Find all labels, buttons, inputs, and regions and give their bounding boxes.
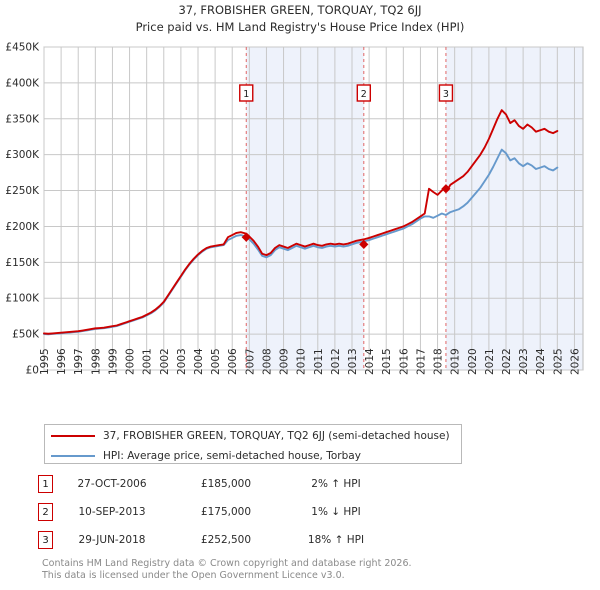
svg-text:2010: 2010: [296, 348, 308, 375]
footer-attribution: Contains HM Land Registry data © Crown c…: [42, 558, 562, 581]
svg-text:£450K: £450K: [5, 42, 40, 54]
svg-text:2018: 2018: [433, 348, 445, 375]
svg-text:1998: 1998: [90, 348, 102, 375]
svg-text:2019: 2019: [450, 348, 462, 375]
legend-color-swatch-hpi: [51, 454, 95, 457]
page-subtitle: Price paid vs. HM Land Registry's House …: [135, 20, 465, 34]
footer-line-copyright: Contains HM Land Registry data © Crown c…: [42, 558, 412, 569]
table-row: 3 29-JUN-2018 £252,500 18% ↑ HPI: [38, 526, 458, 554]
chart-legend: 37, FROBISHER GREEN, TORQUAY, TQ2 6JJ (s…: [44, 424, 462, 464]
svg-text:2012: 2012: [330, 348, 342, 375]
transaction-badge-2: 2: [38, 503, 53, 521]
svg-text:£200K: £200K: [5, 221, 40, 233]
transaction-date-2: 10-SEP-2013: [78, 506, 146, 518]
transaction-hpi-delta-1: 2% ↑ HPI: [311, 478, 361, 490]
svg-text:1: 1: [243, 89, 249, 100]
svg-text:2016: 2016: [398, 348, 410, 375]
svg-text:2014: 2014: [364, 348, 376, 375]
svg-text:£50K: £50K: [12, 329, 40, 341]
chart-plot-area: £0 £50K £100K £150K £200K £250K £300K £350K £400…: [5, 42, 584, 377]
transaction-price-1: £185,000: [200, 478, 252, 490]
svg-text:£400K: £400K: [5, 77, 40, 89]
title-block: 37, FROBISHER GREEN, TORQUAY, TQ2 6JJ Pr…: [0, 2, 600, 36]
svg-text:1996: 1996: [56, 348, 68, 375]
svg-text:2020: 2020: [467, 348, 479, 375]
svg-text:1999: 1999: [107, 348, 119, 375]
svg-text:2026: 2026: [569, 348, 581, 375]
table-row: 1 27-OCT-2006 £185,000 2% ↑ HPI: [38, 470, 458, 498]
legend-label-hpi: HPI: Average price, semi-detached house,…: [103, 449, 361, 462]
legend-item-property: 37, FROBISHER GREEN, TORQUAY, TQ2 6JJ (s…: [45, 426, 461, 445]
svg-text:£300K: £300K: [5, 149, 40, 161]
svg-text:2015: 2015: [381, 348, 393, 375]
svg-text:£250K: £250K: [5, 185, 40, 197]
transaction-date-3: 29-JUN-2018: [78, 534, 146, 546]
svg-text:1997: 1997: [73, 348, 85, 375]
transactions-table: 1 27-OCT-2006 £185,000 2% ↑ HPI 2 10-SEP…: [38, 470, 458, 554]
svg-text:2001: 2001: [142, 348, 154, 375]
transaction-price-2: £175,000: [200, 506, 252, 518]
svg-text:£0: £0: [26, 365, 39, 377]
transaction-hpi-delta-3: 18% ↑ HPI: [307, 534, 365, 546]
legend-item-hpi: HPI: Average price, semi-detached house,…: [45, 446, 461, 465]
svg-text:2000: 2000: [125, 348, 137, 375]
svg-text:3: 3: [443, 89, 449, 100]
svg-text:2003: 2003: [176, 348, 188, 375]
table-row: 2 10-SEP-2013 £175,000 1% ↓ HPI: [38, 498, 458, 526]
svg-text:2006: 2006: [227, 348, 239, 375]
legend-label-property: 37, FROBISHER GREEN, TORQUAY, TQ2 6JJ (s…: [103, 429, 450, 442]
svg-text:£350K: £350K: [5, 113, 40, 125]
svg-text:2011: 2011: [313, 348, 325, 375]
transaction-price-3: £252,500: [200, 534, 252, 546]
svg-text:2024: 2024: [535, 348, 547, 375]
footer-line-licence: This data is licensed under the Open Gov…: [42, 569, 345, 581]
svg-text:2004: 2004: [193, 348, 205, 375]
svg-text:2023: 2023: [518, 348, 530, 375]
svg-text:£100K: £100K: [5, 293, 40, 305]
svg-text:2013: 2013: [347, 348, 359, 375]
transaction-hpi-delta-2: 1% ↓ HPI: [311, 506, 361, 518]
svg-text:2005: 2005: [210, 348, 222, 375]
svg-text:2008: 2008: [261, 348, 273, 375]
page-title: 37, FROBISHER GREEN, TORQUAY, TQ2 6JJ: [178, 3, 422, 17]
svg-text:2009: 2009: [279, 348, 291, 375]
svg-text:2: 2: [361, 89, 367, 100]
svg-text:2002: 2002: [159, 348, 171, 375]
svg-text:2017: 2017: [415, 348, 427, 375]
svg-text:2025: 2025: [552, 348, 564, 375]
transaction-badge-1: 1: [38, 475, 53, 493]
legend-color-swatch-property: [51, 434, 95, 437]
svg-text:2007: 2007: [244, 348, 256, 375]
svg-text:1995: 1995: [39, 348, 51, 375]
svg-text:2021: 2021: [484, 348, 496, 375]
transaction-date-1: 27-OCT-2006: [77, 478, 147, 490]
transaction-badge-3: 3: [38, 531, 53, 549]
svg-text:£150K: £150K: [5, 257, 40, 269]
svg-text:2022: 2022: [501, 348, 513, 375]
